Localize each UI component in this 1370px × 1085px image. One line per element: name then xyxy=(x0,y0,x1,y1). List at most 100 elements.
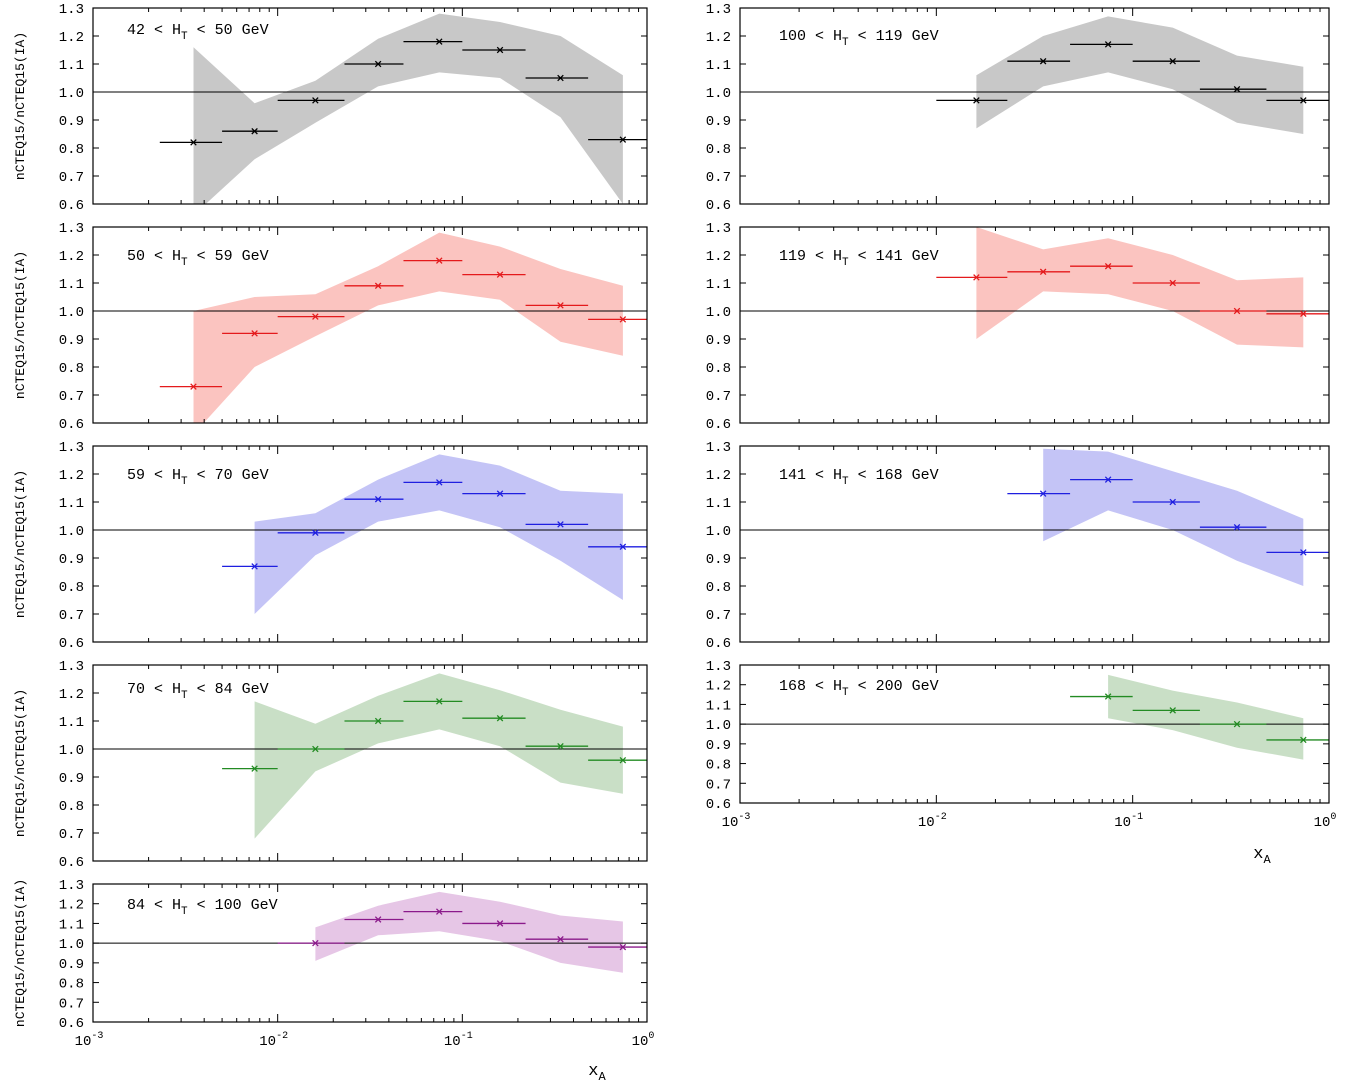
point-marker xyxy=(1233,307,1241,315)
panel-label: 100 < HT < 119 GeV xyxy=(779,28,939,49)
panel-6: 0.6 0.7 0.8 0.9 1.0 1.1 1.2 1.3 100 < HT < 119 G… xyxy=(706,2,1330,214)
data-point xyxy=(1266,736,1329,744)
y-tick-label: 0.9 xyxy=(59,114,84,130)
y-tick-label: 0.9 xyxy=(706,333,731,349)
uncertainty-band xyxy=(1108,674,1304,760)
y-tick-label: 1.0 xyxy=(706,524,731,540)
panel-4: 0.6 0.7 0.8 0.9 1.0 1.1 1.2 1.3 nCTEQ15/nCTEQ15(… xyxy=(13,659,648,871)
point-marker xyxy=(374,717,382,725)
point-marker xyxy=(251,127,258,135)
point-marker xyxy=(312,529,319,537)
point-marker xyxy=(1300,97,1307,104)
panel-9: 0.6 0.7 0.8 0.9 1.0 1.1 1.2 1.3 10-3 10-2 10-1 100 x… xyxy=(706,659,1337,867)
point-marker xyxy=(496,490,504,497)
uncertainty-band xyxy=(976,227,1304,348)
point-marker xyxy=(374,916,382,923)
panel-label: 119 < HT < 141 GeV xyxy=(779,248,939,269)
y-tick-label: 0.8 xyxy=(706,758,731,774)
data-point xyxy=(222,127,278,135)
point-marker xyxy=(557,74,564,82)
y-tick-label: 0.9 xyxy=(59,771,84,787)
y-axis-label: nCTEQ15/nCTEQ15(IA) xyxy=(13,879,28,1027)
data-point xyxy=(222,765,278,772)
point-marker xyxy=(190,383,197,390)
y-axis-label: nCTEQ15/nCTEQ15(IA) xyxy=(13,251,28,399)
y-tick-label: 0.6 xyxy=(706,797,731,813)
point-marker xyxy=(619,316,627,323)
point-marker xyxy=(973,97,980,104)
point-marker xyxy=(312,745,319,753)
data-point xyxy=(1070,41,1133,48)
x-axis-label: xA xyxy=(1253,845,1271,867)
y-tick-label: 0.8 xyxy=(59,142,84,158)
data-point xyxy=(525,521,589,528)
y-tick-label: 1.1 xyxy=(59,58,84,74)
data-point xyxy=(1007,57,1071,65)
plot-frame xyxy=(92,7,648,205)
y-axis-label: nCTEQ15/nCTEQ15(IA) xyxy=(13,470,28,618)
point-marker xyxy=(1169,279,1176,287)
y-tick-label: 1.2 xyxy=(59,687,84,703)
data-point xyxy=(1132,707,1200,714)
point-marker xyxy=(496,920,504,927)
point-marker xyxy=(619,943,627,951)
y-tick-label: 0.6 xyxy=(706,417,731,433)
y-tick-label: 0.7 xyxy=(706,608,731,624)
y-tick-label: 1.1 xyxy=(706,58,731,74)
y-tick-label: 0.7 xyxy=(706,170,731,186)
x-axis-label: xA xyxy=(588,1062,606,1084)
y-tick-label: 1.2 xyxy=(59,30,84,46)
panel-label: 84 < HT < 100 GeV xyxy=(127,897,278,918)
y-tick-label: 1.1 xyxy=(706,277,731,293)
y-tick-label: 0.8 xyxy=(706,361,731,377)
point-marker xyxy=(1300,736,1307,744)
y-tick-label: 0.7 xyxy=(59,170,84,186)
point-marker xyxy=(1300,310,1307,318)
y-tick-label: 0.8 xyxy=(706,580,731,596)
data-point xyxy=(588,136,647,143)
y-tick-label: 0.8 xyxy=(59,580,84,596)
panel-label: 70 < HT < 84 GeV xyxy=(127,681,269,702)
point-marker xyxy=(251,563,258,570)
data-point xyxy=(1132,498,1200,506)
data-point xyxy=(344,495,404,503)
y-tick-label: 1.0 xyxy=(59,86,84,102)
uncertainty-band xyxy=(315,891,623,973)
data-point xyxy=(525,302,589,309)
uncertainty-band xyxy=(976,16,1304,134)
data-point xyxy=(159,139,223,146)
point-marker xyxy=(1169,707,1176,714)
data-point xyxy=(344,916,404,923)
data-point xyxy=(588,543,647,551)
data-point xyxy=(1266,97,1329,104)
point-marker xyxy=(312,939,319,947)
data-point xyxy=(462,271,526,278)
data-point xyxy=(403,908,463,915)
data-point xyxy=(403,698,463,705)
data-point xyxy=(277,529,345,537)
point-marker xyxy=(1039,490,1047,497)
plot-frame xyxy=(92,445,648,643)
y-tick-label: 1.2 xyxy=(59,898,84,914)
data-point xyxy=(1199,85,1267,93)
point-marker xyxy=(619,756,627,764)
plot-frame xyxy=(739,664,1330,804)
y-tick-label: 1.0 xyxy=(706,718,731,734)
point-marker xyxy=(251,765,258,772)
point-marker xyxy=(557,521,564,528)
data-point xyxy=(403,479,463,486)
data-point xyxy=(462,714,526,722)
data-point xyxy=(222,563,278,570)
y-tick-label: 1.0 xyxy=(59,743,84,759)
data-point xyxy=(1132,57,1200,65)
x-tick-label: 100 xyxy=(632,1031,655,1050)
plot-frame xyxy=(739,226,1330,424)
point-marker xyxy=(619,543,627,551)
data-point xyxy=(1070,476,1133,483)
y-tick-label: 0.6 xyxy=(706,636,731,652)
y-tick-label: 1.2 xyxy=(59,249,84,265)
y-tick-label: 1.3 xyxy=(706,2,731,18)
y-tick-label: 1.3 xyxy=(59,878,84,894)
point-marker xyxy=(312,97,319,104)
point-marker xyxy=(1233,720,1241,728)
